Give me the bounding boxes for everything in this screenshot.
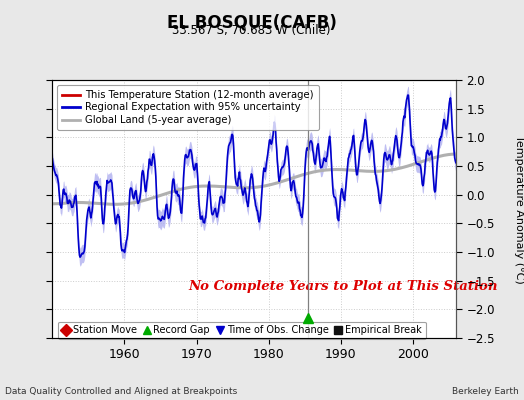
Text: EL BOSQUE(CAFB): EL BOSQUE(CAFB) [167,14,336,32]
Legend: Station Move, Record Gap, Time of Obs. Change, Empirical Break: Station Move, Record Gap, Time of Obs. C… [58,322,425,339]
Text: Data Quality Controlled and Aligned at Breakpoints: Data Quality Controlled and Aligned at B… [5,387,237,396]
Y-axis label: Temperature Anomaly (°C): Temperature Anomaly (°C) [514,135,524,283]
Text: No Complete Years to Plot at This Station: No Complete Years to Plot at This Statio… [188,280,498,293]
Text: Berkeley Earth: Berkeley Earth [452,387,519,396]
Text: 33.567 S, 70.683 W (Chile): 33.567 S, 70.683 W (Chile) [172,24,331,37]
